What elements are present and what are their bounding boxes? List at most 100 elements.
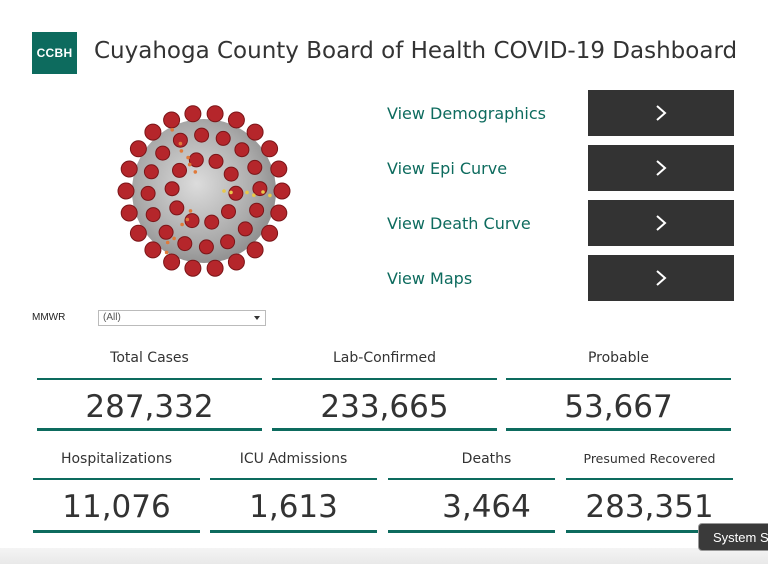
virus-spike: [143, 164, 159, 180]
kpi-divider: [210, 530, 377, 533]
virus-spike: [144, 123, 162, 141]
virus-dot: [261, 190, 265, 194]
virus-dot: [164, 250, 169, 255]
virus-spike: [206, 105, 224, 123]
virus-spike: [227, 253, 245, 271]
virus-spike: [206, 259, 224, 277]
page-title: Cuyahoga County Board of Health COVID-19…: [94, 38, 738, 64]
kpi-label-lab-confirmed: Lab-Confirmed: [333, 350, 436, 366]
virus-dot: [245, 190, 249, 195]
kpi-divider: [566, 478, 733, 480]
virus-spike: [273, 182, 291, 200]
virus-spike: [163, 253, 181, 271]
kpi-divider: [506, 428, 731, 431]
virus-spike: [117, 182, 135, 200]
virus-spike: [223, 166, 239, 182]
coronavirus-illustration: [117, 105, 291, 277]
virus-spike: [220, 234, 236, 250]
virus-spike: [184, 213, 200, 229]
kpi-divider: [272, 428, 497, 431]
bottom-toolbar: [0, 548, 768, 564]
kpi-value-deaths: 3,464: [442, 489, 531, 525]
virus-spike: [120, 160, 138, 178]
virus-spike: [215, 130, 231, 146]
kpi-value-icu-admissions: 1,613: [249, 489, 338, 525]
chevron-right-icon: [656, 160, 667, 176]
kpi-divider: [33, 478, 200, 480]
nav-link-death-curve[interactable]: View Death Curve: [387, 214, 531, 233]
ccbh-logo: CCBH: [32, 32, 77, 74]
virus-spike: [261, 224, 279, 242]
virus-spike: [184, 105, 202, 123]
mmwr-filter-dropdown[interactable]: (All): [98, 310, 266, 326]
virus-dot: [185, 217, 190, 222]
virus-spike: [129, 140, 147, 158]
virus-spike: [234, 142, 250, 158]
nav-button-demographics[interactable]: [588, 90, 734, 136]
virus-dot: [188, 209, 193, 213]
virus-spike: [164, 181, 180, 197]
virus-dot: [178, 141, 183, 146]
virus-spike: [221, 204, 236, 220]
kpi-value-presumed-recovered: 283,351: [585, 489, 714, 525]
nav-link-epi-curve[interactable]: View Epi Curve: [387, 159, 508, 178]
virus-spike: [120, 204, 138, 222]
virus-spike: [270, 160, 288, 178]
kpi-divider: [272, 378, 497, 380]
virus-dot: [172, 236, 176, 241]
virus-spike: [172, 162, 187, 178]
kpi-value-total-cases: 287,332: [85, 389, 214, 425]
virus-spike: [246, 123, 264, 141]
virus-spike: [227, 111, 245, 129]
virus-dot: [222, 189, 226, 193]
virus-spike: [158, 224, 174, 240]
virus-spike: [204, 214, 220, 230]
virus-dot: [179, 149, 184, 153]
kpi-value-hospitalizations: 11,076: [62, 489, 171, 525]
virus-spike: [208, 153, 224, 169]
kpi-label-total-cases: Total Cases: [110, 350, 189, 366]
kpi-label-icu-admissions: ICU Admissions: [239, 451, 348, 467]
virus-dots: [164, 128, 272, 255]
nav-link-maps[interactable]: View Maps: [387, 269, 473, 288]
virus-dot: [186, 155, 190, 160]
kpi-label-deaths: Deaths: [461, 451, 512, 467]
nav-button-death-curve[interactable]: [588, 200, 734, 246]
virus-spike: [184, 259, 202, 277]
virus-spike: [169, 200, 185, 216]
virus-spikes: [117, 105, 291, 277]
virus-spike: [163, 111, 181, 129]
virus-spike: [237, 221, 253, 237]
chevron-right-icon: [656, 215, 667, 231]
virus-spike: [177, 236, 193, 252]
kpi-label-probable: Probable: [587, 350, 650, 366]
mmwr-filter-value: (All): [103, 312, 121, 323]
kpi-divider: [506, 378, 731, 380]
virus-spike: [172, 132, 188, 148]
nav-button-maps[interactable]: [588, 255, 734, 301]
chevron-right-icon: [656, 270, 667, 286]
kpi-value-lab-confirmed: 233,665: [320, 389, 449, 425]
chevron-right-icon: [656, 105, 667, 121]
virus-spike: [249, 202, 265, 218]
virus-dot: [187, 162, 192, 167]
kpi-divider: [210, 478, 377, 480]
nav-button-epi-curve[interactable]: [588, 145, 734, 191]
mmwr-filter-label: MMWR: [32, 312, 66, 323]
kpi-divider: [37, 428, 262, 431]
dropdown-arrow-icon: [254, 316, 260, 320]
kpi-divider: [33, 530, 200, 533]
virus-dot: [165, 240, 170, 245]
virus-spike: [261, 140, 279, 158]
virus-spike: [129, 224, 147, 242]
virus-spike: [194, 127, 210, 143]
virus-spike: [140, 185, 156, 201]
virus-dot: [180, 222, 184, 227]
virus-dot: [170, 128, 174, 132]
virus-spike: [155, 145, 171, 161]
nav-link-demographics[interactable]: View Demographics: [387, 104, 547, 123]
virus-dot: [252, 193, 256, 197]
kpi-value-probable: 53,667: [564, 389, 673, 425]
virus-dot: [229, 190, 233, 195]
virus-spike: [144, 241, 162, 259]
